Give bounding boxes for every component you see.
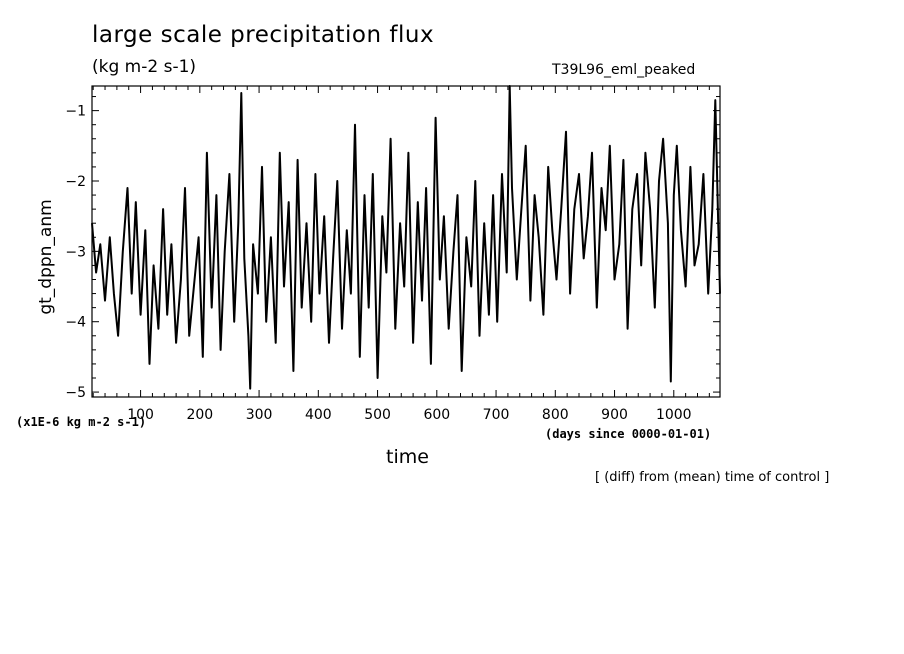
x-axis-label: time	[386, 446, 429, 468]
series-group	[91, 85, 721, 390]
y-axis-ticks: −1 −2 −3 −4 −5	[65, 96, 720, 401]
x-tick-label: 100	[127, 407, 154, 423]
series-line-0	[91, 85, 721, 390]
chart-units: (kg m-2 s-1)	[92, 57, 197, 77]
x-tick-label: 200	[186, 407, 213, 423]
x-tick-label: 1000	[656, 407, 692, 423]
y-tick-label: −2	[65, 174, 86, 190]
x-tick-label: 400	[305, 407, 332, 423]
run-name: T39L96_eml_peaked	[552, 62, 696, 78]
y-tick-label: −3	[65, 244, 86, 260]
x-tick-label: 900	[601, 407, 628, 423]
x-tick-label: 700	[483, 407, 510, 423]
x-tick-label: 300	[246, 407, 273, 423]
chart-title: large scale precipitation flux	[92, 22, 435, 48]
x-tick-label: 800	[542, 407, 569, 423]
x-tick-label: 500	[364, 407, 391, 423]
x-tick-label: 600	[423, 407, 450, 423]
x-axis-ticks: 100 200 300 400 500 600 700 800 900 1000	[92, 86, 710, 423]
plot-frame	[91, 85, 721, 398]
y-axis-units: (x1E-6 kg m-2 s-1)	[16, 415, 147, 429]
y-tick-label: −5	[65, 385, 86, 401]
y-axis-label: gt_dppn_anm	[36, 199, 56, 315]
y-tick-label: −1	[65, 104, 86, 120]
comparison-note: [ (diff) from (mean) time of control ]	[595, 470, 830, 485]
x-axis-units: (days since 0000-01-01)	[545, 427, 712, 441]
y-tick-label: −4	[65, 315, 86, 331]
